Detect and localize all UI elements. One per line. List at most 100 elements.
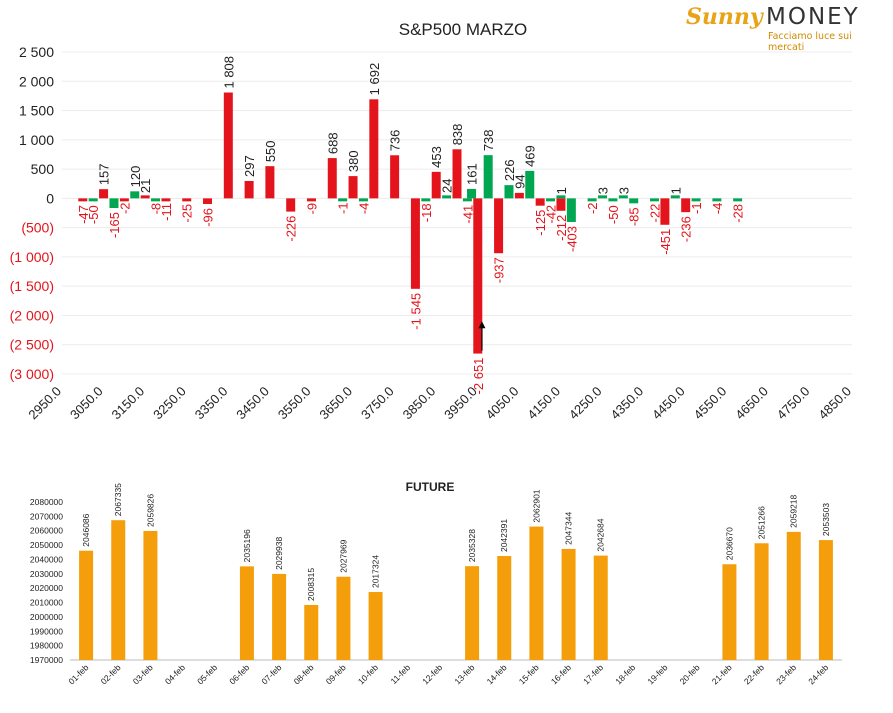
- bar: [587, 198, 597, 202]
- y-tick-label: 2040000: [30, 554, 63, 564]
- data-label: -165: [107, 212, 122, 238]
- data-label: 226: [502, 159, 517, 181]
- y-tick-label: 1 500: [19, 103, 54, 119]
- y-tick-label: 1990000: [30, 626, 63, 636]
- future-bar-chart: FUTURE 1970000 1980000 1990000 2000000 201000…: [30, 480, 842, 686]
- data-label: -11: [159, 203, 174, 221]
- bar: [535, 198, 545, 206]
- bar: [670, 195, 680, 199]
- bar: [79, 550, 94, 660]
- x-tick-label: 4150.0: [524, 384, 563, 423]
- x-tick-label: 3350.0: [192, 384, 231, 423]
- data-label: 738: [481, 129, 496, 151]
- x-tick-label: 4650.0: [732, 384, 771, 423]
- bar: [494, 198, 504, 254]
- bar: [442, 195, 452, 199]
- bar: [462, 198, 472, 202]
- bar: [504, 185, 514, 199]
- x-tick-label: 3850.0: [400, 384, 439, 423]
- x-tick-label: 22-feb: [742, 662, 766, 686]
- bar: [650, 198, 659, 202]
- bar: [306, 198, 316, 202]
- x-tick-label: 08-feb: [292, 662, 316, 686]
- bar: [111, 520, 126, 660]
- x-tick-label: 01-feb: [66, 662, 90, 686]
- x-tick-label: 4850.0: [815, 384, 854, 423]
- data-label: 2027969: [338, 539, 348, 572]
- logo-word-sunny: Sunny: [686, 4, 763, 30]
- bar: [473, 198, 483, 354]
- x-tick-label: 4750.0: [774, 384, 813, 423]
- data-label: 2059218: [789, 494, 799, 527]
- x-tick-label: 4450.0: [649, 384, 688, 423]
- bar: [598, 195, 608, 199]
- data-label: 736: [388, 130, 403, 152]
- y-tick-label: (3 000): [10, 366, 54, 382]
- y-tick-label: 2080000: [30, 497, 63, 507]
- y-tick-label: 1980000: [30, 641, 63, 651]
- data-label: -85: [627, 207, 642, 226]
- bar: [691, 198, 701, 202]
- x-tick-label: 21-feb: [710, 662, 734, 686]
- data-label: 2008315: [306, 568, 316, 601]
- x-tick-label: 3550.0: [275, 384, 314, 423]
- bar: [660, 198, 670, 225]
- bar: [99, 189, 109, 199]
- x-tick-label: 06-feb: [227, 662, 251, 686]
- bar: [140, 195, 150, 199]
- data-label: 1: [668, 187, 683, 194]
- data-label: 2042684: [596, 518, 606, 551]
- bar: [525, 170, 535, 199]
- data-label: -18: [419, 203, 434, 222]
- bar: [272, 573, 287, 660]
- x-tick-label: 13-feb: [452, 662, 476, 686]
- x-tick-label: 23-feb: [774, 662, 798, 686]
- data-label: -2: [585, 202, 600, 214]
- bar: [786, 531, 801, 660]
- bar: [348, 176, 358, 199]
- y-tick-label: 2050000: [30, 540, 63, 550]
- x-tick-label: 18-feb: [613, 662, 637, 686]
- data-label: 2046086: [81, 513, 91, 546]
- x-tick-label: 09-feb: [324, 662, 348, 686]
- data-label: 2062901: [531, 489, 541, 522]
- bar: [119, 198, 129, 202]
- y-tick-label: 2020000: [30, 583, 63, 593]
- y-tick-label: (1 000): [10, 249, 54, 265]
- bar: [546, 198, 556, 202]
- data-label: -403: [564, 226, 579, 252]
- data-label: 94: [512, 174, 527, 188]
- x-tick-label: 3750.0: [358, 384, 397, 423]
- x-tick-label: 3050.0: [67, 384, 106, 423]
- data-label: 2035328: [467, 529, 477, 562]
- bar: [327, 158, 337, 199]
- data-label: 2053503: [821, 503, 831, 536]
- data-label: 1 692: [367, 63, 382, 96]
- annotation-arrow-head: [478, 321, 486, 329]
- x-tick-label: 3150.0: [109, 384, 148, 423]
- data-label: -25: [180, 204, 195, 223]
- x-tick-label: 3650.0: [316, 384, 355, 423]
- bar: [566, 198, 576, 222]
- x-tick-label: 11-feb: [388, 662, 412, 686]
- y-tick-label: 2 500: [19, 44, 54, 60]
- y-tick-label: 0: [46, 190, 54, 206]
- data-label: 380: [346, 150, 361, 172]
- y-tick-label: (2 500): [10, 337, 54, 353]
- chart-title: S&P500 MARZO: [399, 20, 528, 39]
- y-tick-label: 2010000: [30, 598, 63, 608]
- bar: [88, 198, 98, 202]
- data-label: -22: [648, 204, 663, 223]
- bar: [338, 198, 348, 202]
- data-label: 24: [440, 178, 455, 192]
- data-label: 2042391: [499, 519, 509, 552]
- x-tick-label: 2950.0: [25, 384, 64, 423]
- data-label: 838: [450, 124, 465, 146]
- bar: [629, 198, 639, 204]
- data-label: 1: [554, 187, 569, 194]
- data-label: 3: [596, 187, 611, 194]
- data-label: -9: [304, 203, 319, 215]
- data-label: 2051266: [757, 506, 767, 539]
- data-label: 550: [263, 140, 278, 162]
